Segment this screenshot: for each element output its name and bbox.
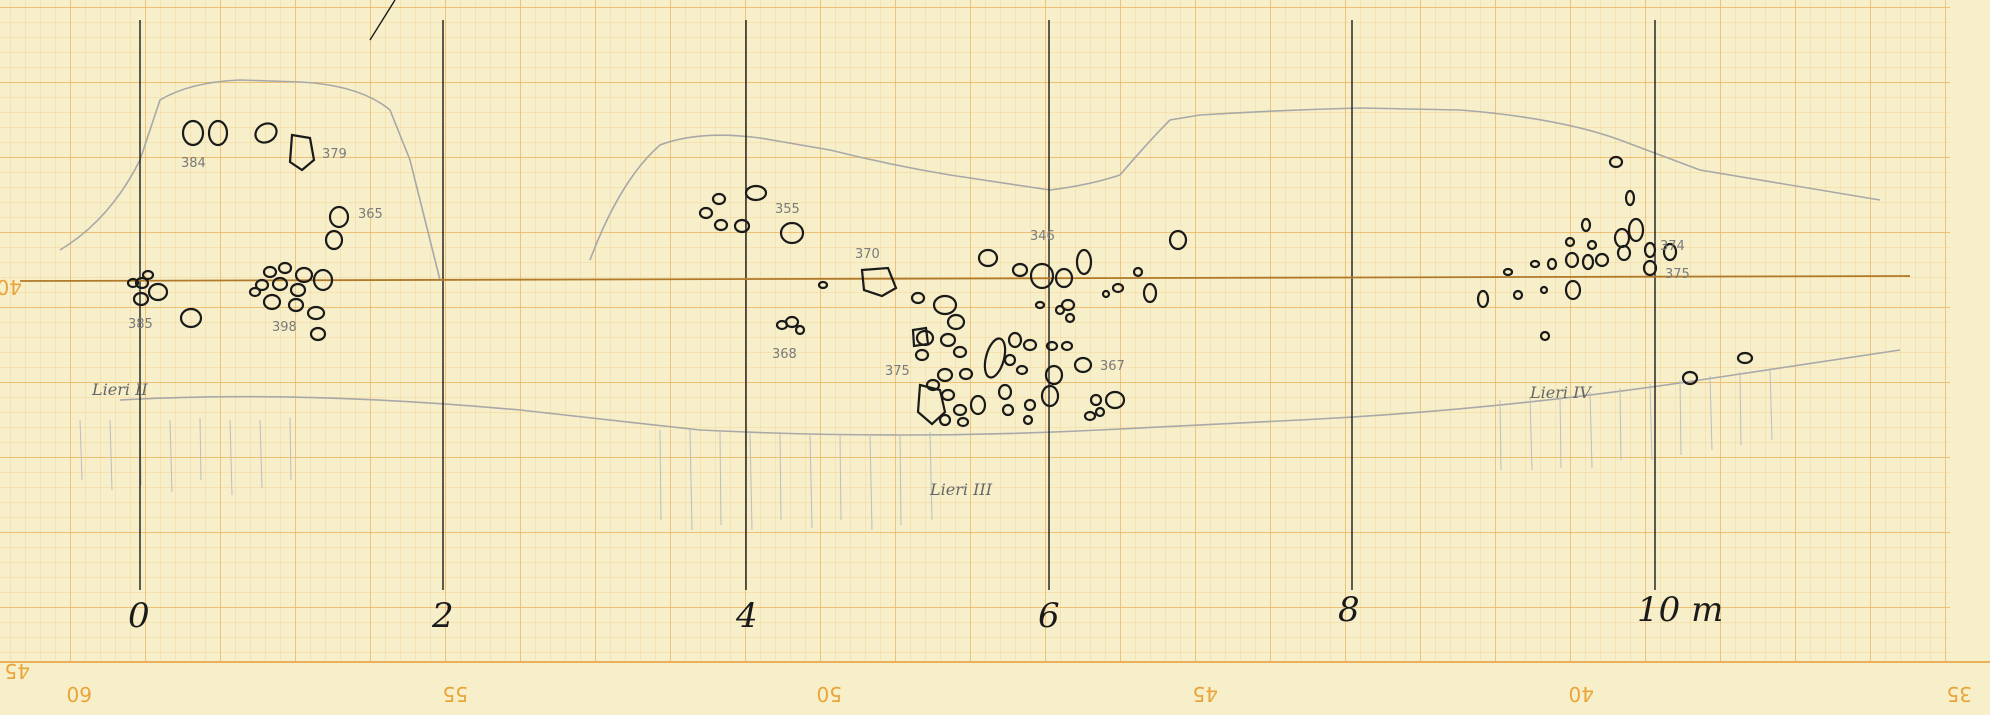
scale-label-10m: 10 m: [1637, 590, 1723, 630]
stone-outlines: [126, 119, 1754, 428]
bottom-edge-number: 60: [67, 682, 92, 706]
pencil-section-profile: [59, 79, 1901, 436]
stone-number-labels: 384 379 365 385 398 355 370 368 346 375 …: [128, 147, 1690, 379]
stone-number: 385: [128, 317, 153, 332]
scale-label-4: 4: [735, 596, 758, 636]
layer-labels: Lieri II Lieri III Lieri IV: [91, 380, 1592, 499]
bottom-edge-number: 45: [1193, 682, 1218, 706]
edge-numbers: 40 45 60 55 50 45 40 35: [0, 275, 1972, 706]
stone-number: 346: [1030, 229, 1055, 244]
corner-number: 45: [5, 659, 30, 683]
stone-number: 379: [322, 147, 347, 162]
bottom-edge-number: 35: [1947, 682, 1972, 706]
stone-number: 374: [1660, 239, 1685, 254]
scale-label-0: 0: [128, 596, 150, 636]
layer-label-ii: Lieri II: [91, 380, 148, 399]
scale-label-6: 6: [1038, 596, 1060, 636]
bottom-edge-number: 40: [1569, 682, 1594, 706]
bottom-margin-strip: [0, 662, 1990, 715]
stone-number: 370: [855, 247, 880, 262]
layer-label-iv: Lieri IV: [1529, 383, 1592, 402]
scale-label-2: 2: [431, 596, 454, 636]
bottom-edge-number: 50: [817, 682, 842, 706]
stone-number: 367: [1100, 359, 1125, 374]
metre-grid-lines: [139, 0, 1656, 590]
layer-label-iii: Lieri III: [929, 480, 993, 499]
left-edge-number: 40: [0, 275, 22, 299]
scale-label-8: 8: [1338, 590, 1360, 630]
stone-number: 398: [272, 320, 297, 335]
stone-number: 384: [181, 156, 206, 171]
stone-number: 375: [1665, 267, 1690, 282]
stone-number: 368: [772, 347, 797, 362]
stone-number: 375: [885, 364, 910, 379]
stone-number: 365: [358, 207, 383, 222]
graph-paper-major-grid: [0, 0, 1950, 670]
stone-number: 355: [775, 202, 800, 217]
bottom-edge-number: 55: [443, 682, 468, 706]
metre-scale-labels: 0 2 4 6 8 10 m: [128, 590, 1723, 636]
baseline-horizontal: [19, 275, 1911, 282]
